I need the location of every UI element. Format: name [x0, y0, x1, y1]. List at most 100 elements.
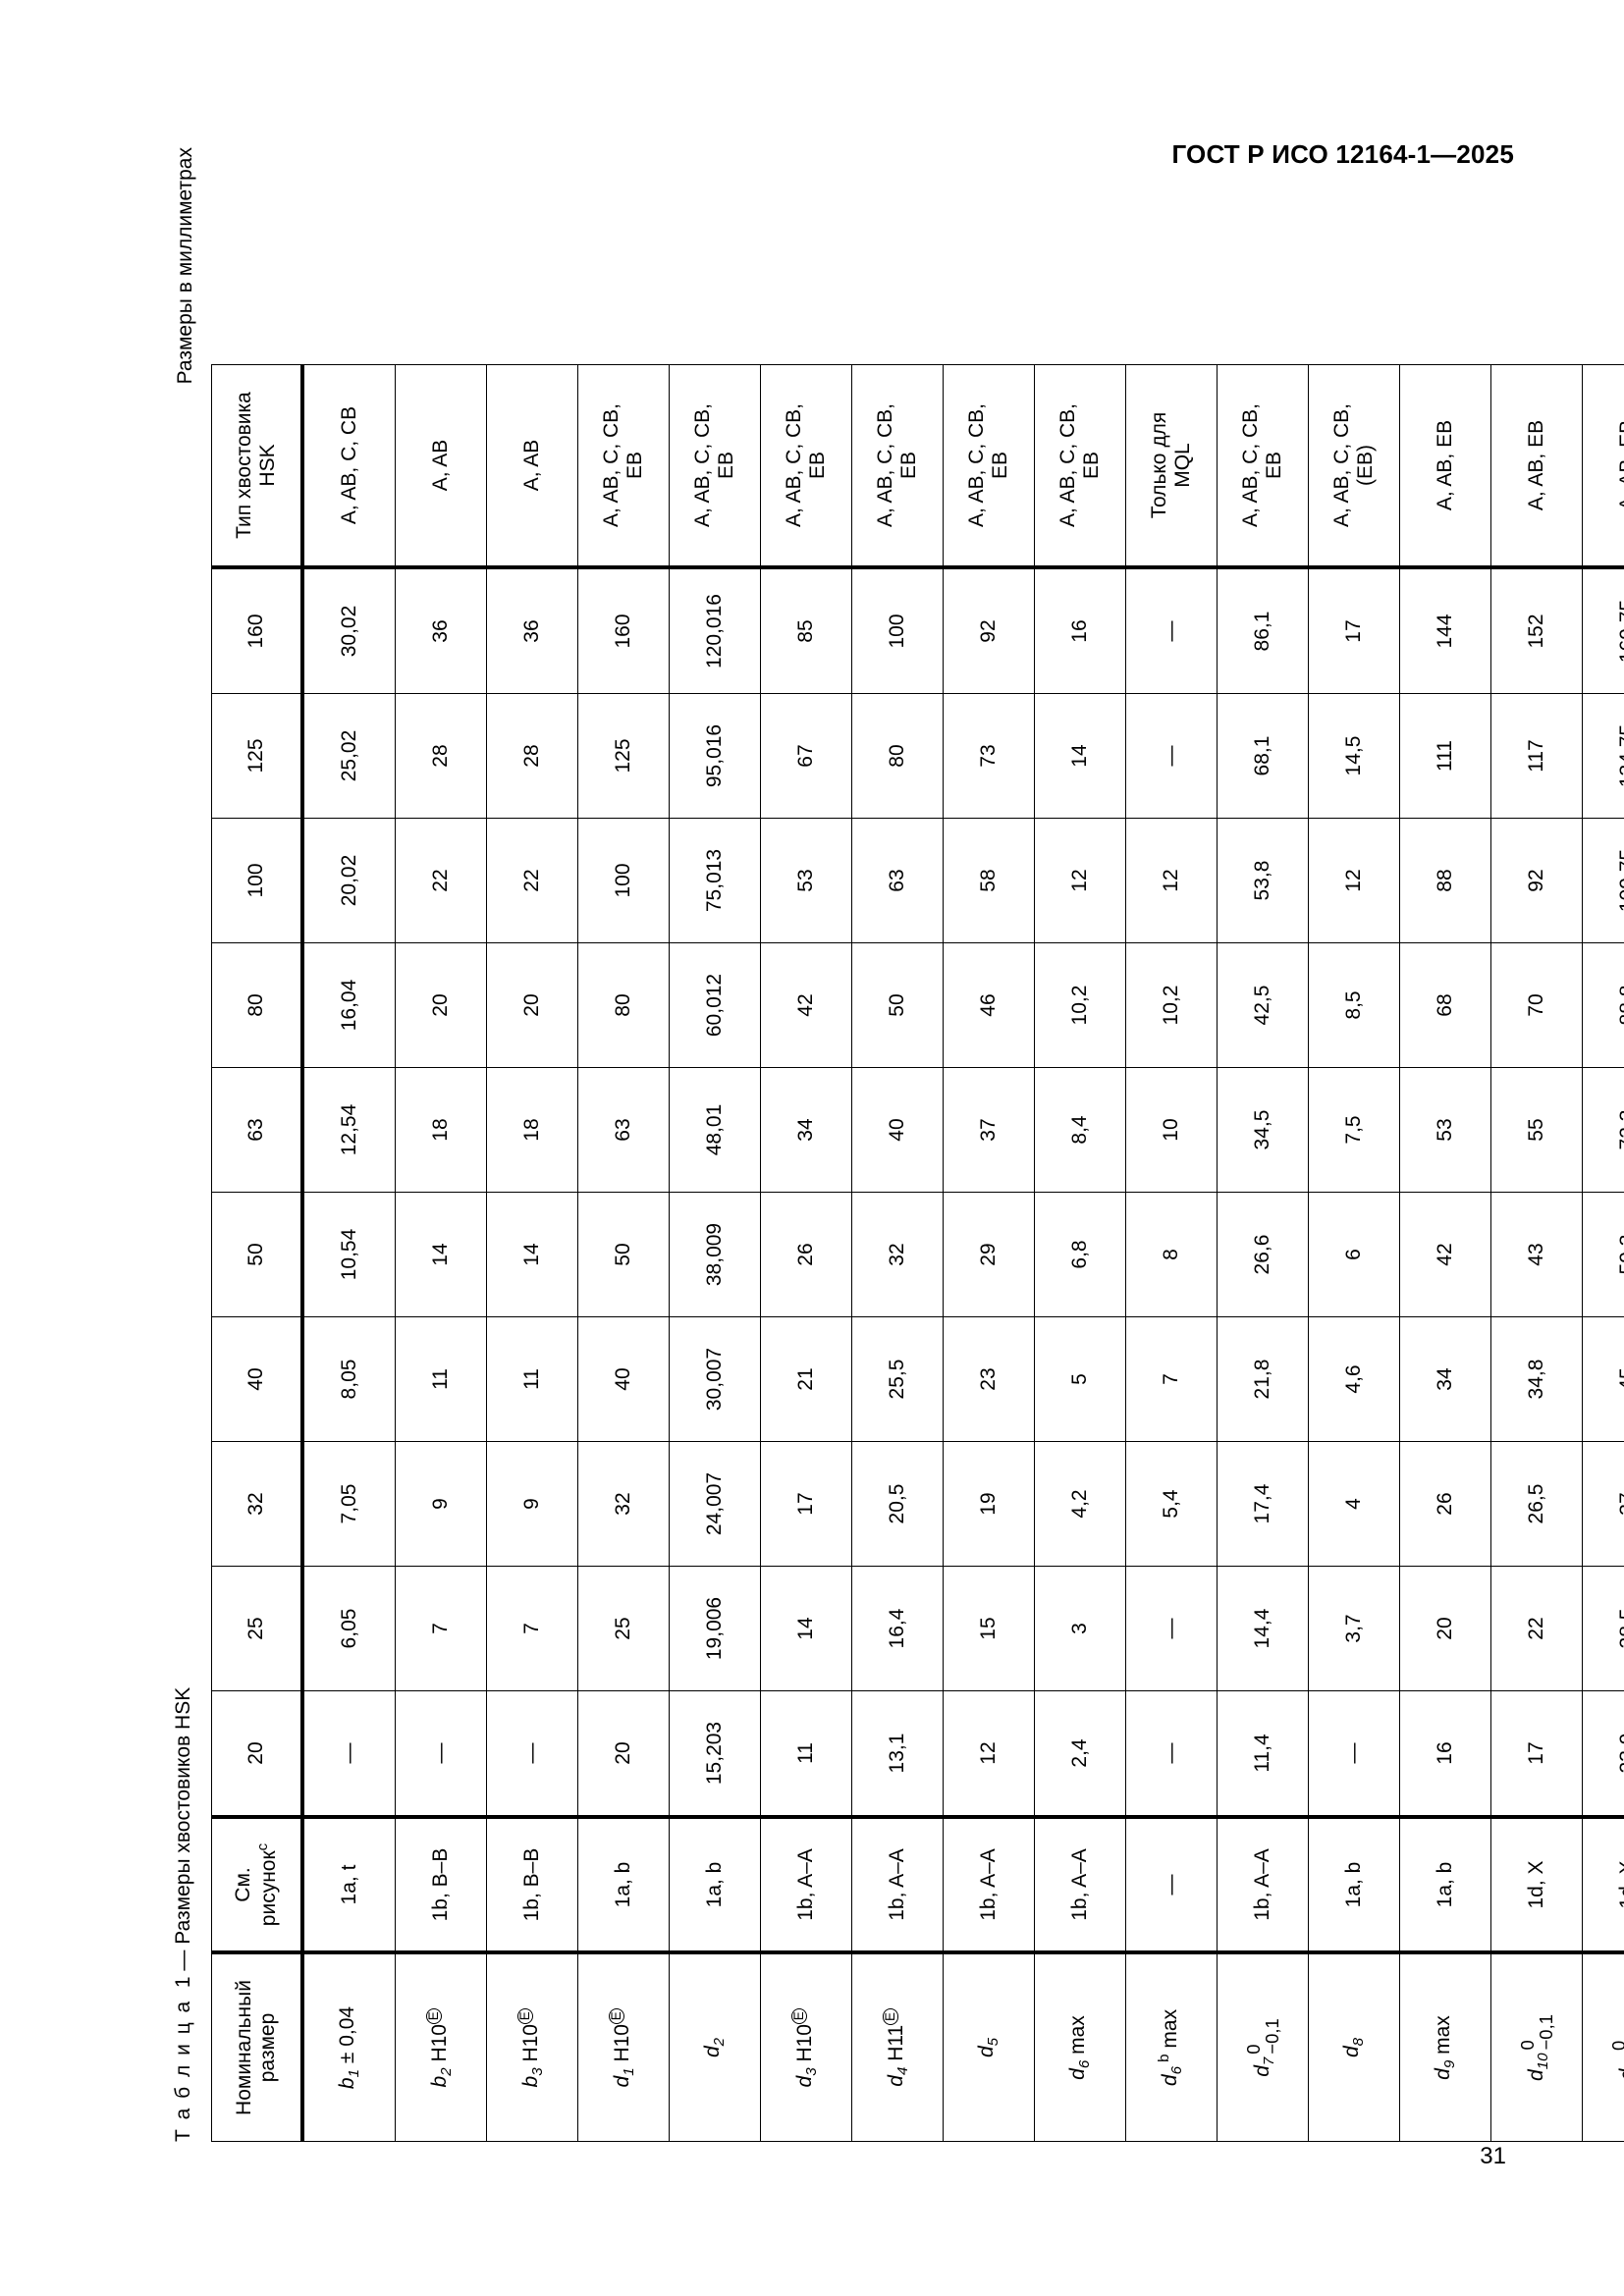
- row-figure-ref: 1b, B–B: [486, 1816, 578, 1952]
- cell-d4-50: 32: [851, 1192, 944, 1316]
- cell-d10-32: 26,5: [1490, 1441, 1583, 1566]
- cell-d1-100: 100: [577, 818, 670, 942]
- table-row: d9 max 1a, b 16 20 26 34 42 53 68 88 111 144 A, AB, …: [1399, 364, 1491, 2141]
- row-figure-ref: 1a, b: [577, 1816, 670, 1952]
- cell-d3-80: 42: [760, 942, 852, 1067]
- cell-d7-40: 21,8: [1217, 1316, 1309, 1441]
- row-shank-type: A, AB: [395, 364, 487, 567]
- cell-d8-160: 17: [1308, 566, 1400, 693]
- cell-d2-32: 24,007: [669, 1441, 761, 1566]
- cell-d6-20: —: [1125, 1690, 1218, 1817]
- cell-d9-20: 16: [1399, 1690, 1491, 1817]
- cell-d6-125: 14: [1034, 693, 1126, 818]
- cell-d10-50: 43: [1490, 1192, 1583, 1316]
- col-header-size-100: 100: [211, 818, 302, 942]
- table-row: b2 H10E 1b, B–B —7 9 11 14 18 20 22 28 36 A, AB: [395, 364, 487, 2141]
- row-label-d4: d4 H11E: [851, 1951, 944, 2141]
- row-figure-ref: 1d, X: [1582, 1816, 1624, 1952]
- table-row: d1 H10E 1a, b 20 25 32 40 50 63 80 100 125 160 A, AB…: [577, 364, 670, 2141]
- cell-b2-125: 28: [395, 693, 487, 818]
- cell-d8-50: 6: [1308, 1192, 1400, 1316]
- cell-d7-50: 26,6: [1217, 1192, 1309, 1316]
- cell-b3-40: 11: [486, 1316, 578, 1441]
- col-header-size-25: 25: [211, 1566, 302, 1690]
- cell-b2-20: —: [395, 1690, 487, 1817]
- col-header-size-125: 125: [211, 693, 302, 818]
- cell-d8-80: 8,5: [1308, 942, 1400, 1067]
- cell-d2-63: 48,01: [669, 1067, 761, 1192]
- cell-d7-63: 34,5: [1217, 1067, 1309, 1192]
- cell-d5-32: 19: [943, 1441, 1035, 1566]
- cell-d1-80: 80: [577, 942, 670, 1067]
- row-figure-ref: 1b, A–A: [1034, 1816, 1126, 1952]
- cell-d9-100: 88: [1399, 818, 1491, 942]
- table-row: b1 ± 0,04 1a, t —6,05 7,05 8,05 10,54 12,54 16,…: [302, 364, 396, 2141]
- row-figure-ref: 1b, B–B: [395, 1816, 487, 1952]
- cell-d6-63: 10: [1125, 1067, 1218, 1192]
- cell-d1-40: 40: [577, 1316, 670, 1441]
- cell-d7-80: 42,5: [1217, 942, 1309, 1067]
- col-header-shank-type: Тип хвостовика HSK: [211, 364, 302, 567]
- cell-d4-80: 50: [851, 942, 944, 1067]
- col-header-size-80: 80: [211, 942, 302, 1067]
- cell-d2-100: 75,013: [669, 818, 761, 942]
- cell-d11-20: 23,9: [1582, 1690, 1624, 1817]
- col-header-size-20: 20: [211, 1690, 302, 1817]
- row-label-b3: b3 H10E: [486, 1951, 578, 2141]
- cell-d5-125: 73: [943, 693, 1035, 818]
- cell-b2-100: 22: [395, 818, 487, 942]
- cell-d10-80: 70: [1490, 942, 1583, 1067]
- cell-d2-125: 95,016: [669, 693, 761, 818]
- table-row: d5 1b, A–A 12 15 19 23 29 37 46 58 73 92 A, AB, C, C…: [943, 364, 1035, 2141]
- row-label-d10: d100 −0,1: [1490, 1951, 1583, 2141]
- col-header-size-50: 50: [211, 1192, 302, 1316]
- cell-d3-100: 53: [760, 818, 852, 942]
- cell-d9-63: 53: [1399, 1067, 1491, 1192]
- cell-b1-50: 10,54: [302, 1192, 396, 1316]
- row-label-d11: d110−0,1: [1582, 1951, 1624, 2141]
- table-row: d2 1a, b 15,203 19,006 24,007 30,007 38,009 48,…: [669, 364, 761, 2141]
- cell-d6-40: 5: [1034, 1316, 1126, 1441]
- table-row: d4 H11E 1b, A–A 13,1 16,4 20,5 25,5 32 40 50 63 80…: [851, 364, 944, 2141]
- cell-d9-80: 68: [1399, 942, 1491, 1067]
- cell-d8-63: 7,5: [1308, 1067, 1400, 1192]
- cell-b3-20: —: [486, 1690, 578, 1817]
- cell-d9-25: 20: [1399, 1566, 1491, 1690]
- cell-b2-50: 14: [395, 1192, 487, 1316]
- col-header-nominal-size: Номинальный размер: [211, 1951, 302, 2141]
- cell-d6-20: 2,4: [1034, 1690, 1126, 1817]
- cell-d11-50: 59,3: [1582, 1192, 1624, 1316]
- cell-d11-100: 109,75: [1582, 818, 1624, 942]
- cell-d6-25: 3: [1034, 1566, 1126, 1690]
- col-header-size-63: 63: [211, 1067, 302, 1192]
- cell-b3-100: 22: [486, 818, 578, 942]
- cell-d5-50: 29: [943, 1192, 1035, 1316]
- cell-d1-32: 32: [577, 1441, 670, 1566]
- cell-d6-100: 12: [1125, 818, 1218, 942]
- row-figure-ref: 1a, b: [1399, 1816, 1491, 1952]
- cell-d7-125: 68,1: [1217, 693, 1309, 818]
- table-row: d70 −0,1 1b, A–A 11,4 14,4 17,4 21,8 26,6 34,5 42…: [1217, 364, 1309, 2141]
- cell-d5-40: 23: [943, 1316, 1035, 1441]
- cell-b3-32: 9: [486, 1441, 578, 1566]
- col-header-size-160: 160: [211, 566, 302, 693]
- cell-b1-20: —: [302, 1690, 396, 1817]
- cell-d4-40: 25,5: [851, 1316, 944, 1441]
- cell-d8-32: 4: [1308, 1441, 1400, 1566]
- cell-d8-40: 4,6: [1308, 1316, 1400, 1441]
- row-shank-type: A, AB, C, CB, (EB): [1308, 364, 1400, 567]
- row-label-d7: d70 −0,1: [1217, 1951, 1309, 2141]
- cell-d6-80: 10,2: [1034, 942, 1126, 1067]
- cell-d3-125: 67: [760, 693, 852, 818]
- cell-b3-50: 14: [486, 1192, 578, 1316]
- cell-b1-40: 8,05: [302, 1316, 396, 1441]
- cell-b3-125: 28: [486, 693, 578, 818]
- cell-b2-80: 20: [395, 942, 487, 1067]
- col-header-size-32: 32: [211, 1441, 302, 1566]
- cell-d10-100: 92: [1490, 818, 1583, 942]
- cell-d11-40: 45: [1582, 1316, 1624, 1441]
- row-figure-ref: 1b, A–A: [760, 1816, 852, 1952]
- cell-d1-160: 160: [577, 566, 670, 693]
- row-figure-ref: 1d, X: [1490, 1816, 1583, 1952]
- cell-d9-50: 42: [1399, 1192, 1491, 1316]
